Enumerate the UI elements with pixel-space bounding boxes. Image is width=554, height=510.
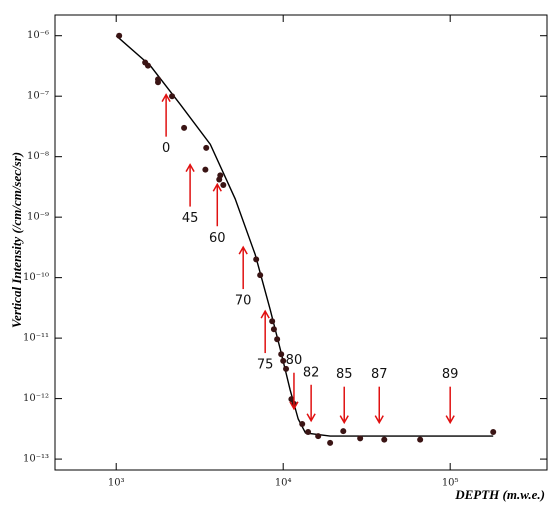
data-point <box>280 357 287 364</box>
y-tick-label: 10⁻⁷ <box>27 91 49 102</box>
annotation-arrowhead <box>260 309 270 319</box>
annotation-label: 75 <box>257 358 274 373</box>
data-point <box>181 124 188 131</box>
x-tick-label: 10⁴ <box>275 478 292 489</box>
annotation-label: 85 <box>336 367 353 382</box>
y-tick-label: 10⁻¹³ <box>23 454 49 465</box>
data-point <box>283 365 290 372</box>
annotation-label: 80 <box>286 353 303 368</box>
data-point <box>417 436 424 443</box>
annotation-arrowhead <box>212 182 222 192</box>
data-point <box>216 176 223 183</box>
data-point <box>144 62 151 69</box>
data-point <box>340 428 347 435</box>
y-axis-title: Vertical Intensity (/cm/cm/sec/sr) <box>9 152 24 328</box>
data-point <box>270 326 277 333</box>
annotation-label: 89 <box>442 367 459 382</box>
annotation-arrowhead <box>445 415 455 425</box>
x-tick-label: 10³ <box>108 478 125 489</box>
annotation-arrowhead <box>185 163 195 172</box>
plot-frame <box>54 14 548 471</box>
data-point <box>305 429 312 436</box>
annotation-label: 70 <box>235 294 252 309</box>
annotation-arrowhead <box>306 413 316 423</box>
annotation-label: 87 <box>371 367 388 382</box>
data-point <box>253 256 260 263</box>
data-point <box>278 351 285 358</box>
data-point <box>299 421 306 428</box>
annotation-arrowhead <box>289 401 299 411</box>
annotation-arrowhead <box>374 415 384 425</box>
y-tick-label: 10⁻⁶ <box>27 30 49 41</box>
data-point <box>381 436 388 443</box>
data-point <box>257 272 264 279</box>
data-point <box>357 435 364 442</box>
data-point <box>269 318 276 325</box>
annotation-arrowhead <box>161 93 171 103</box>
y-tick-label: 10⁻¹⁰ <box>23 272 49 283</box>
annotation-label: 0 <box>162 141 170 156</box>
annotation-label: 45 <box>182 211 199 226</box>
data-point <box>155 79 162 86</box>
data-point <box>202 166 209 173</box>
annotation-label: 60 <box>209 231 226 246</box>
y-tick-label: 10⁻⁹ <box>27 212 49 223</box>
data-point <box>274 336 281 343</box>
data-point <box>220 182 227 189</box>
data-point <box>327 439 334 446</box>
x-axis-title: DEPTH (m.w.e.) <box>454 487 545 502</box>
data-point <box>116 32 123 39</box>
data-point <box>490 429 497 436</box>
annotation-arrowhead <box>238 245 248 255</box>
y-tick-label: 10⁻¹² <box>23 393 49 404</box>
data-point <box>169 93 176 100</box>
annotation-label: 82 <box>303 365 320 380</box>
data-point <box>315 433 322 440</box>
data-point <box>288 396 295 403</box>
y-tick-label: 10⁻¹¹ <box>23 333 49 344</box>
data-point <box>203 144 210 151</box>
annotation-arrowhead <box>339 415 349 425</box>
y-tick-label: 10⁻⁸ <box>27 151 49 162</box>
x-tick-label: 10⁵ <box>442 478 459 489</box>
